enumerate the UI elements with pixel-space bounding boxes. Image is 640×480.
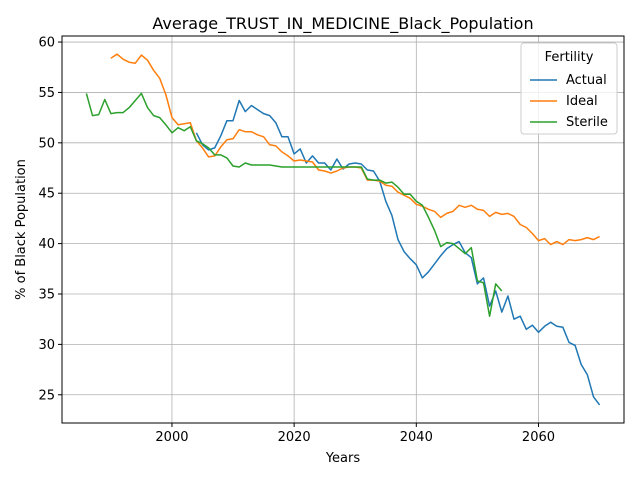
y-tick-label: 60	[38, 36, 55, 51]
legend-label-actual: Actual	[566, 73, 607, 88]
legend-title: Fertility	[545, 50, 594, 65]
legend: Fertility Actual Ideal Sterile	[520, 42, 618, 135]
chart-title: Average_TRUST_IN_MEDICINE_Black_Populati…	[152, 14, 533, 34]
y-tick-label: 50	[38, 136, 55, 151]
x-tick-label: 2020	[278, 430, 311, 445]
legend-label-sterile: Sterile	[566, 115, 608, 130]
series-line-sterile	[85, 92, 503, 317]
x-axis: 2000 2020 2040 2060	[155, 423, 555, 445]
x-tick-label: 2000	[155, 430, 188, 445]
y-axis-label: % of Black Population	[14, 159, 29, 300]
series-group	[85, 53, 601, 406]
x-tick-label: 2060	[522, 430, 555, 445]
y-tick-label: 45	[38, 187, 55, 202]
y-axis: 25 30 35 40 45 50 55 60	[38, 36, 62, 403]
legend-label-ideal: Ideal	[566, 94, 598, 109]
y-tick-label: 25	[38, 388, 55, 403]
legend-box	[520, 42, 618, 135]
y-tick-label: 30	[38, 338, 55, 353]
x-tick-label: 2040	[400, 430, 433, 445]
y-tick-label: 35	[38, 288, 55, 303]
series-line-actual	[195, 99, 601, 406]
x-axis-label: Years	[325, 451, 361, 466]
plot-frame	[61, 35, 625, 424]
y-tick-label: 55	[38, 86, 55, 101]
y-tick-label: 40	[38, 237, 55, 252]
